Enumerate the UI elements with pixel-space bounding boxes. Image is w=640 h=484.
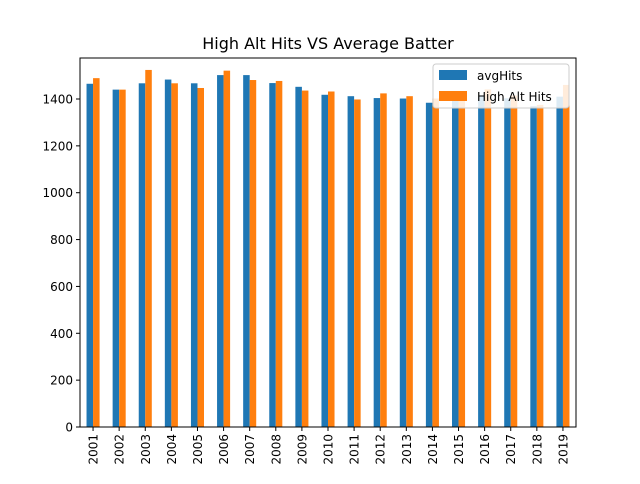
y-tick-label: 1200	[42, 139, 73, 153]
bar-high-alt-hits-2007	[249, 80, 257, 428]
bar-high-alt-hits-2009	[301, 90, 309, 427]
plot-frame	[79, 57, 577, 428]
x-tick-label: 2006	[217, 434, 231, 465]
x-axis: 2001 2002 2003 2004 2005 2006 2007 2008 2009 2010…	[87, 427, 570, 465]
y-tick-label: 200	[50, 374, 73, 388]
bar-high-alt-hits-2016	[484, 89, 492, 427]
bar-high-alt-hits-2012	[380, 93, 387, 427]
y-tick-label: 600	[50, 280, 73, 294]
x-tick-label: 2018	[530, 434, 544, 465]
bar-avghits-2008	[269, 83, 276, 427]
x-tick-label: 2016	[478, 434, 492, 465]
bar-avghits-2018	[530, 106, 537, 427]
x-tick-label: 2010	[322, 434, 336, 465]
bar-high-alt-hits-2010	[328, 91, 335, 427]
x-tick-label: 2003	[139, 434, 153, 465]
y-tick-label: 1400	[42, 93, 73, 107]
bars-group	[86, 69, 570, 428]
bar-high-alt-hits-2006	[223, 70, 231, 428]
bar-high-alt-hits-2003	[145, 69, 152, 427]
x-tick-label: 2008	[269, 434, 283, 465]
bar-avghits-2012	[373, 98, 381, 427]
bar-high-alt-hits-2015	[458, 94, 466, 427]
bar-avghits-2014	[425, 102, 433, 427]
bar-avghits-2002	[112, 89, 120, 427]
x-tick-label: 2001	[87, 434, 101, 465]
bar-avghits-2004	[164, 79, 172, 428]
bar-avghits-2015	[452, 97, 459, 428]
x-tick-label: 2019	[556, 434, 570, 465]
bar-avghits-2011	[347, 96, 355, 427]
y-tick-label: 800	[50, 233, 73, 247]
y-tick-label: 400	[50, 327, 73, 341]
x-tick-label: 2005	[191, 434, 205, 465]
bar-avghits-2009	[295, 86, 302, 427]
x-tick-label: 2012	[374, 434, 388, 465]
bar-avghits-2017	[504, 98, 511, 428]
y-tick-label: 1000	[42, 186, 73, 200]
bar-high-alt-hits-2018	[536, 104, 544, 428]
bar-avghits-2016	[478, 95, 485, 427]
bar-avghits-2006	[217, 75, 224, 427]
bar-avghits-2001	[86, 83, 94, 428]
bar-avghits-2010	[321, 94, 328, 427]
bar-avghits-2003	[138, 83, 146, 428]
bar-high-alt-hits-2011	[354, 99, 361, 427]
y-tick-label: 0	[65, 421, 73, 435]
legend-label: avgHits	[477, 69, 522, 83]
legend-swatch	[439, 91, 467, 101]
legend-label: High Alt Hits	[477, 90, 552, 104]
x-tick-label: 2013	[400, 434, 414, 465]
x-tick-label: 2015	[452, 434, 466, 465]
legend-swatch	[439, 70, 467, 80]
bar-high-alt-hits-2002	[119, 89, 126, 427]
x-tick-label: 2004	[165, 434, 179, 465]
bar-avghits-2019	[556, 96, 563, 427]
x-tick-label: 2009	[295, 434, 309, 465]
bar-avghits-2013	[399, 98, 407, 427]
legend: avgHits High Alt Hits	[432, 63, 570, 109]
bar-avghits-2007	[243, 75, 250, 427]
bar-high-alt-hits-2005	[197, 87, 204, 428]
x-tick-label: 2011	[348, 434, 362, 465]
bar-high-alt-hits-2013	[406, 96, 413, 427]
bar-high-alt-hits-2017	[510, 95, 518, 428]
bar-avghits-2005	[190, 83, 198, 428]
bar-high-alt-hits-2001	[93, 78, 100, 428]
x-tick-label: 2017	[504, 434, 518, 465]
bar-high-alt-hits-2004	[171, 83, 178, 428]
bar-high-alt-hits-2014	[432, 98, 439, 427]
y-axis: 0 200 400 600 800 1000 1200 1400	[42, 93, 80, 435]
chart-title: High Alt Hits VS Average Batter	[202, 34, 454, 53]
bar-high-alt-hits-2008	[275, 80, 283, 428]
x-tick-label: 2002	[113, 434, 127, 465]
bar-high-alt-hits-2019	[562, 84, 570, 427]
x-tick-label: 2007	[243, 434, 257, 465]
x-tick-label: 2014	[426, 434, 440, 465]
